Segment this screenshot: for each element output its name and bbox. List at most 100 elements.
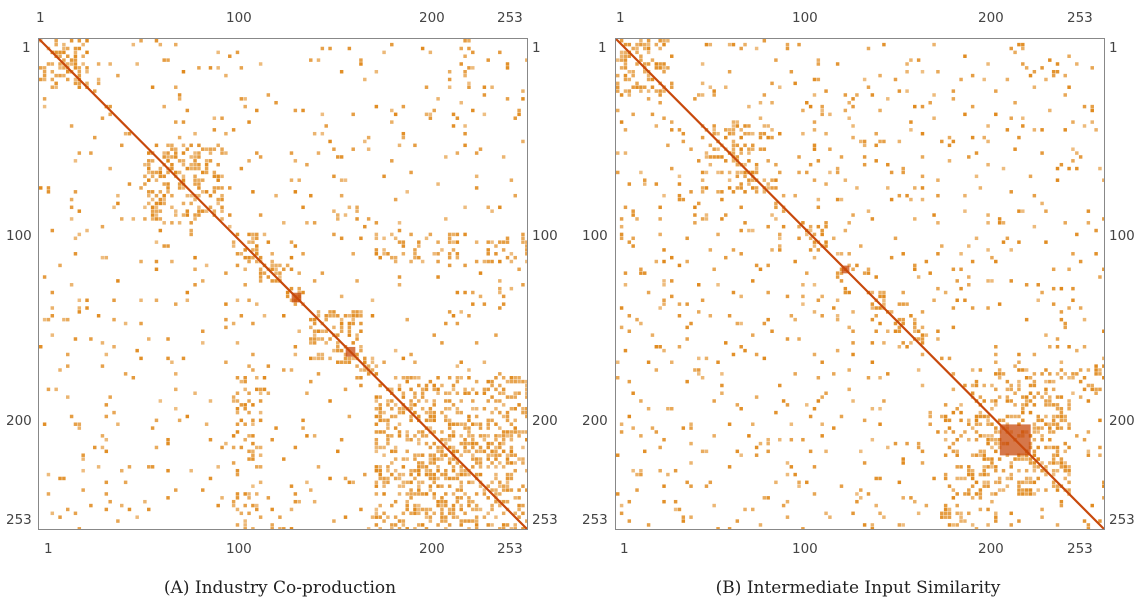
heatmap-cell <box>154 445 159 450</box>
heatmap-cell <box>490 240 494 244</box>
heatmap-cell <box>417 523 421 527</box>
heatmap-cell <box>424 465 429 469</box>
heatmap-cell <box>662 42 666 47</box>
heatmap-cell <box>882 515 886 519</box>
heatmap-cell <box>432 418 436 423</box>
heatmap-cell <box>463 511 467 516</box>
heatmap-cell <box>420 387 425 392</box>
heatmap-cell <box>166 182 170 186</box>
heatmap-cell <box>509 461 514 465</box>
heatmap-cell <box>397 519 402 523</box>
heatmap-cell <box>1017 42 1021 47</box>
heatmap-cell <box>727 186 732 190</box>
heatmap-cell <box>266 275 271 279</box>
heatmap-cell <box>882 302 886 306</box>
heatmap-cell <box>623 205 628 210</box>
heatmap-cell <box>39 345 43 349</box>
heatmap-cell <box>658 468 662 473</box>
heatmap-cell <box>347 321 352 326</box>
heatmap-cell <box>681 131 686 136</box>
heatmap-cell <box>320 337 325 341</box>
heatmap-cell <box>451 492 456 496</box>
heatmap-cell <box>812 120 817 124</box>
heatmap-cell <box>297 290 301 295</box>
heatmap-cell <box>471 422 475 426</box>
heatmap-cell <box>970 484 975 488</box>
heatmap-cell <box>270 263 274 268</box>
heatmap-cell <box>455 391 460 395</box>
heatmap-cell <box>150 159 155 163</box>
heatmap-cell <box>459 410 463 415</box>
heatmap-cell <box>1044 472 1048 477</box>
heatmap-cell <box>181 69 186 74</box>
heatmap-cell <box>201 329 205 333</box>
heatmap-cell <box>525 410 527 415</box>
heatmap-cell <box>851 97 855 101</box>
heatmap-cell <box>731 42 736 47</box>
heatmap-cell <box>444 155 448 159</box>
heatmap-cell <box>208 476 213 481</box>
heatmap-cell <box>970 391 975 395</box>
heatmap-cell <box>251 255 255 260</box>
heatmap-cell <box>797 42 801 47</box>
heatmap-cell <box>843 290 848 295</box>
heatmap-cell <box>882 399 886 403</box>
heatmap-cell <box>731 120 736 124</box>
heatmap-cell <box>882 290 886 295</box>
heatmap-cell <box>997 457 1002 461</box>
heatmap-cell <box>859 139 863 144</box>
heatmap-cell <box>1024 368 1029 372</box>
heatmap-cell <box>708 248 713 252</box>
left-tick-200: 200 <box>6 413 32 429</box>
heatmap-cell <box>162 155 166 159</box>
heatmap-cell <box>1017 135 1021 140</box>
heatmap-cell <box>77 232 82 237</box>
heatmap-cell <box>220 147 224 151</box>
heatmap-cell <box>781 503 786 508</box>
heatmap-cell <box>747 434 751 438</box>
heatmap-cell <box>154 217 159 221</box>
heatmap-cell <box>1040 426 1044 430</box>
heatmap-cell <box>501 376 506 380</box>
heatmap-cell <box>359 376 363 380</box>
heatmap-cell <box>390 461 394 465</box>
heatmap-cell <box>878 290 882 295</box>
heatmap-cell <box>247 457 251 461</box>
heatmap-cell <box>463 205 467 210</box>
heatmap-cell <box>417 472 421 477</box>
heatmap-cell <box>700 62 705 66</box>
heatmap-cell <box>1059 426 1064 430</box>
heatmap-cell <box>436 476 440 481</box>
heatmap-cell <box>166 441 170 446</box>
heatmap-cell <box>81 468 85 473</box>
heatmap-cell <box>374 414 379 419</box>
heatmap-cell <box>1067 267 1071 272</box>
heatmap-cell <box>154 201 159 206</box>
heatmap-cell <box>363 224 367 229</box>
heatmap-cell <box>378 395 382 399</box>
heatmap-cell <box>920 186 925 190</box>
heatmap-cell <box>189 166 193 171</box>
heatmap-cell <box>797 170 801 175</box>
heatmap-cell <box>1028 488 1033 492</box>
heatmap-cell <box>766 449 770 454</box>
heatmap-cell <box>366 217 371 221</box>
heatmap-cell <box>997 437 1002 442</box>
heatmap-cell <box>1063 325 1067 330</box>
heatmap-cell <box>413 395 417 399</box>
heatmap-cell <box>639 89 643 93</box>
heatmap-cell <box>417 488 421 492</box>
heatmap-cell <box>243 422 247 426</box>
heatmap-cell <box>990 434 994 438</box>
heatmap-cell <box>390 449 394 454</box>
heatmap-cell <box>81 488 85 492</box>
heatmap-cell <box>994 449 998 454</box>
heatmap-cell <box>1017 468 1021 473</box>
heatmap-cell <box>805 232 809 237</box>
heatmap-cell <box>851 135 855 140</box>
heatmap-cell <box>490 488 494 492</box>
heatmap-cell <box>1032 224 1037 229</box>
heatmap-cell <box>147 337 151 341</box>
heatmap-cell <box>455 255 460 260</box>
heatmap-cell <box>994 403 998 407</box>
